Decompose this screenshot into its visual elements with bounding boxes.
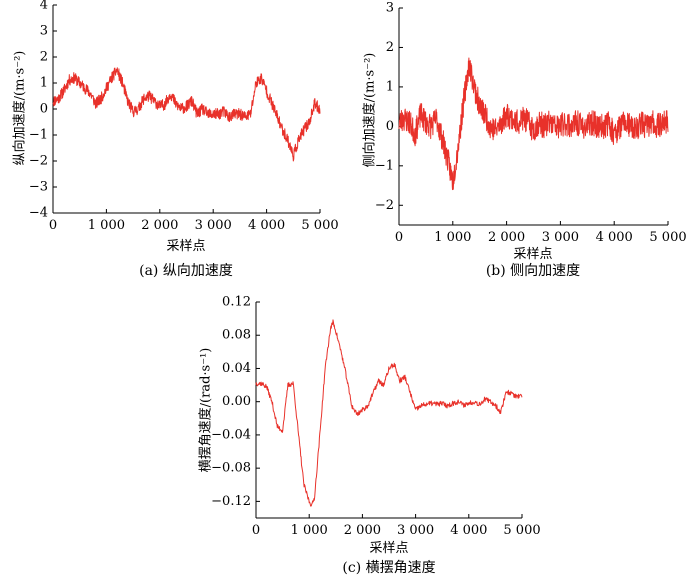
ytick-label-b: 1 bbox=[386, 79, 394, 94]
ytick-label-a: −4 bbox=[29, 206, 48, 221]
xtick-label-b: 2 000 bbox=[488, 230, 525, 245]
xtick-label-b: 4 000 bbox=[596, 230, 633, 245]
ytick-label-a: −1 bbox=[29, 128, 48, 143]
series-line-a bbox=[52, 67, 321, 162]
ytick-label-b: 3 bbox=[386, 1, 394, 16]
xtick-label-c: 4 000 bbox=[450, 523, 487, 538]
ylabel-b: 侧向加速度/(m·s⁻²) bbox=[362, 53, 378, 168]
xlabel-c: 采样点 bbox=[369, 541, 408, 556]
xlabel-b: 采样点 bbox=[513, 247, 552, 262]
ytick-label-a: 2 bbox=[40, 50, 48, 65]
ytick-label-a: −2 bbox=[29, 154, 48, 169]
ytick-label-a: 3 bbox=[40, 24, 48, 39]
xtick-label-a: 1 000 bbox=[88, 218, 125, 233]
ytick-label-b: −1 bbox=[375, 158, 394, 173]
ytick-label-a: −3 bbox=[29, 180, 48, 195]
ytick-label-c: 0.12 bbox=[222, 295, 251, 310]
xtick-label-b: 0 bbox=[395, 230, 403, 245]
ylabel-c: 横摆角速度/(rad·s⁻¹) bbox=[198, 348, 214, 473]
xtick-label-a: 3 000 bbox=[195, 218, 232, 233]
chart-b: 侧向加速度/(m·s⁻²) −2 −1 0 1 2 3 0 1 000 2 000 3 000 4… bbox=[362, 1, 687, 280]
xtick-label-a: 2 000 bbox=[141, 218, 178, 233]
caption-a: (a) 纵向加速度 bbox=[139, 263, 233, 279]
ylabel-a: 纵向加速度/(m·s⁻²) bbox=[12, 51, 28, 166]
ytick-label-b: −2 bbox=[375, 198, 394, 213]
ytick-label-b: 2 bbox=[386, 40, 394, 55]
chart-c: 横摆角速度/(rad·s⁻¹) −0.12 −0.08 −0.04 0.00 0.04 0… bbox=[198, 295, 541, 577]
xtick-label-c: 2 000 bbox=[344, 523, 381, 538]
caption-c: (c) 横摆角速度 bbox=[342, 560, 435, 576]
xtick-label-b: 3 000 bbox=[542, 230, 579, 245]
ytick-label-b: 0 bbox=[386, 119, 394, 134]
xtick-label-c: 1 000 bbox=[291, 523, 328, 538]
xtick-label-c: 5 000 bbox=[503, 523, 540, 538]
chart-a: 纵向加速度/(m·s⁻²) −4 −3 −2 −1 0 1 2 3 4 0 1 000 2 000 3… bbox=[12, 0, 339, 279]
series-line-b bbox=[398, 57, 669, 191]
ytick-label-c: 0.04 bbox=[222, 361, 251, 376]
ytick-label-c: 0.00 bbox=[222, 394, 251, 409]
caption-b: (b) 侧向加速度 bbox=[486, 263, 580, 279]
xlabel-a: 采样点 bbox=[166, 239, 205, 254]
xtick-label-b: 5 000 bbox=[649, 230, 686, 245]
ytick-label-a: 0 bbox=[40, 102, 48, 117]
xtick-label-a: 4 000 bbox=[248, 218, 285, 233]
ytick-label-a: 4 bbox=[40, 0, 48, 13]
xtick-label-a: 0 bbox=[49, 218, 57, 233]
ytick-label-a: 1 bbox=[40, 76, 48, 91]
xtick-label-a: 5 000 bbox=[301, 218, 338, 233]
series-line-c bbox=[255, 319, 523, 507]
xtick-label-c: 3 000 bbox=[397, 523, 434, 538]
ytick-label-c: −0.12 bbox=[211, 494, 251, 509]
ytick-label-c: −0.04 bbox=[211, 427, 251, 442]
ytick-label-c: 0.08 bbox=[222, 328, 251, 343]
xtick-label-c: 0 bbox=[252, 523, 260, 538]
ytick-label-c: −0.08 bbox=[211, 461, 251, 476]
xtick-label-b: 1 000 bbox=[434, 230, 471, 245]
